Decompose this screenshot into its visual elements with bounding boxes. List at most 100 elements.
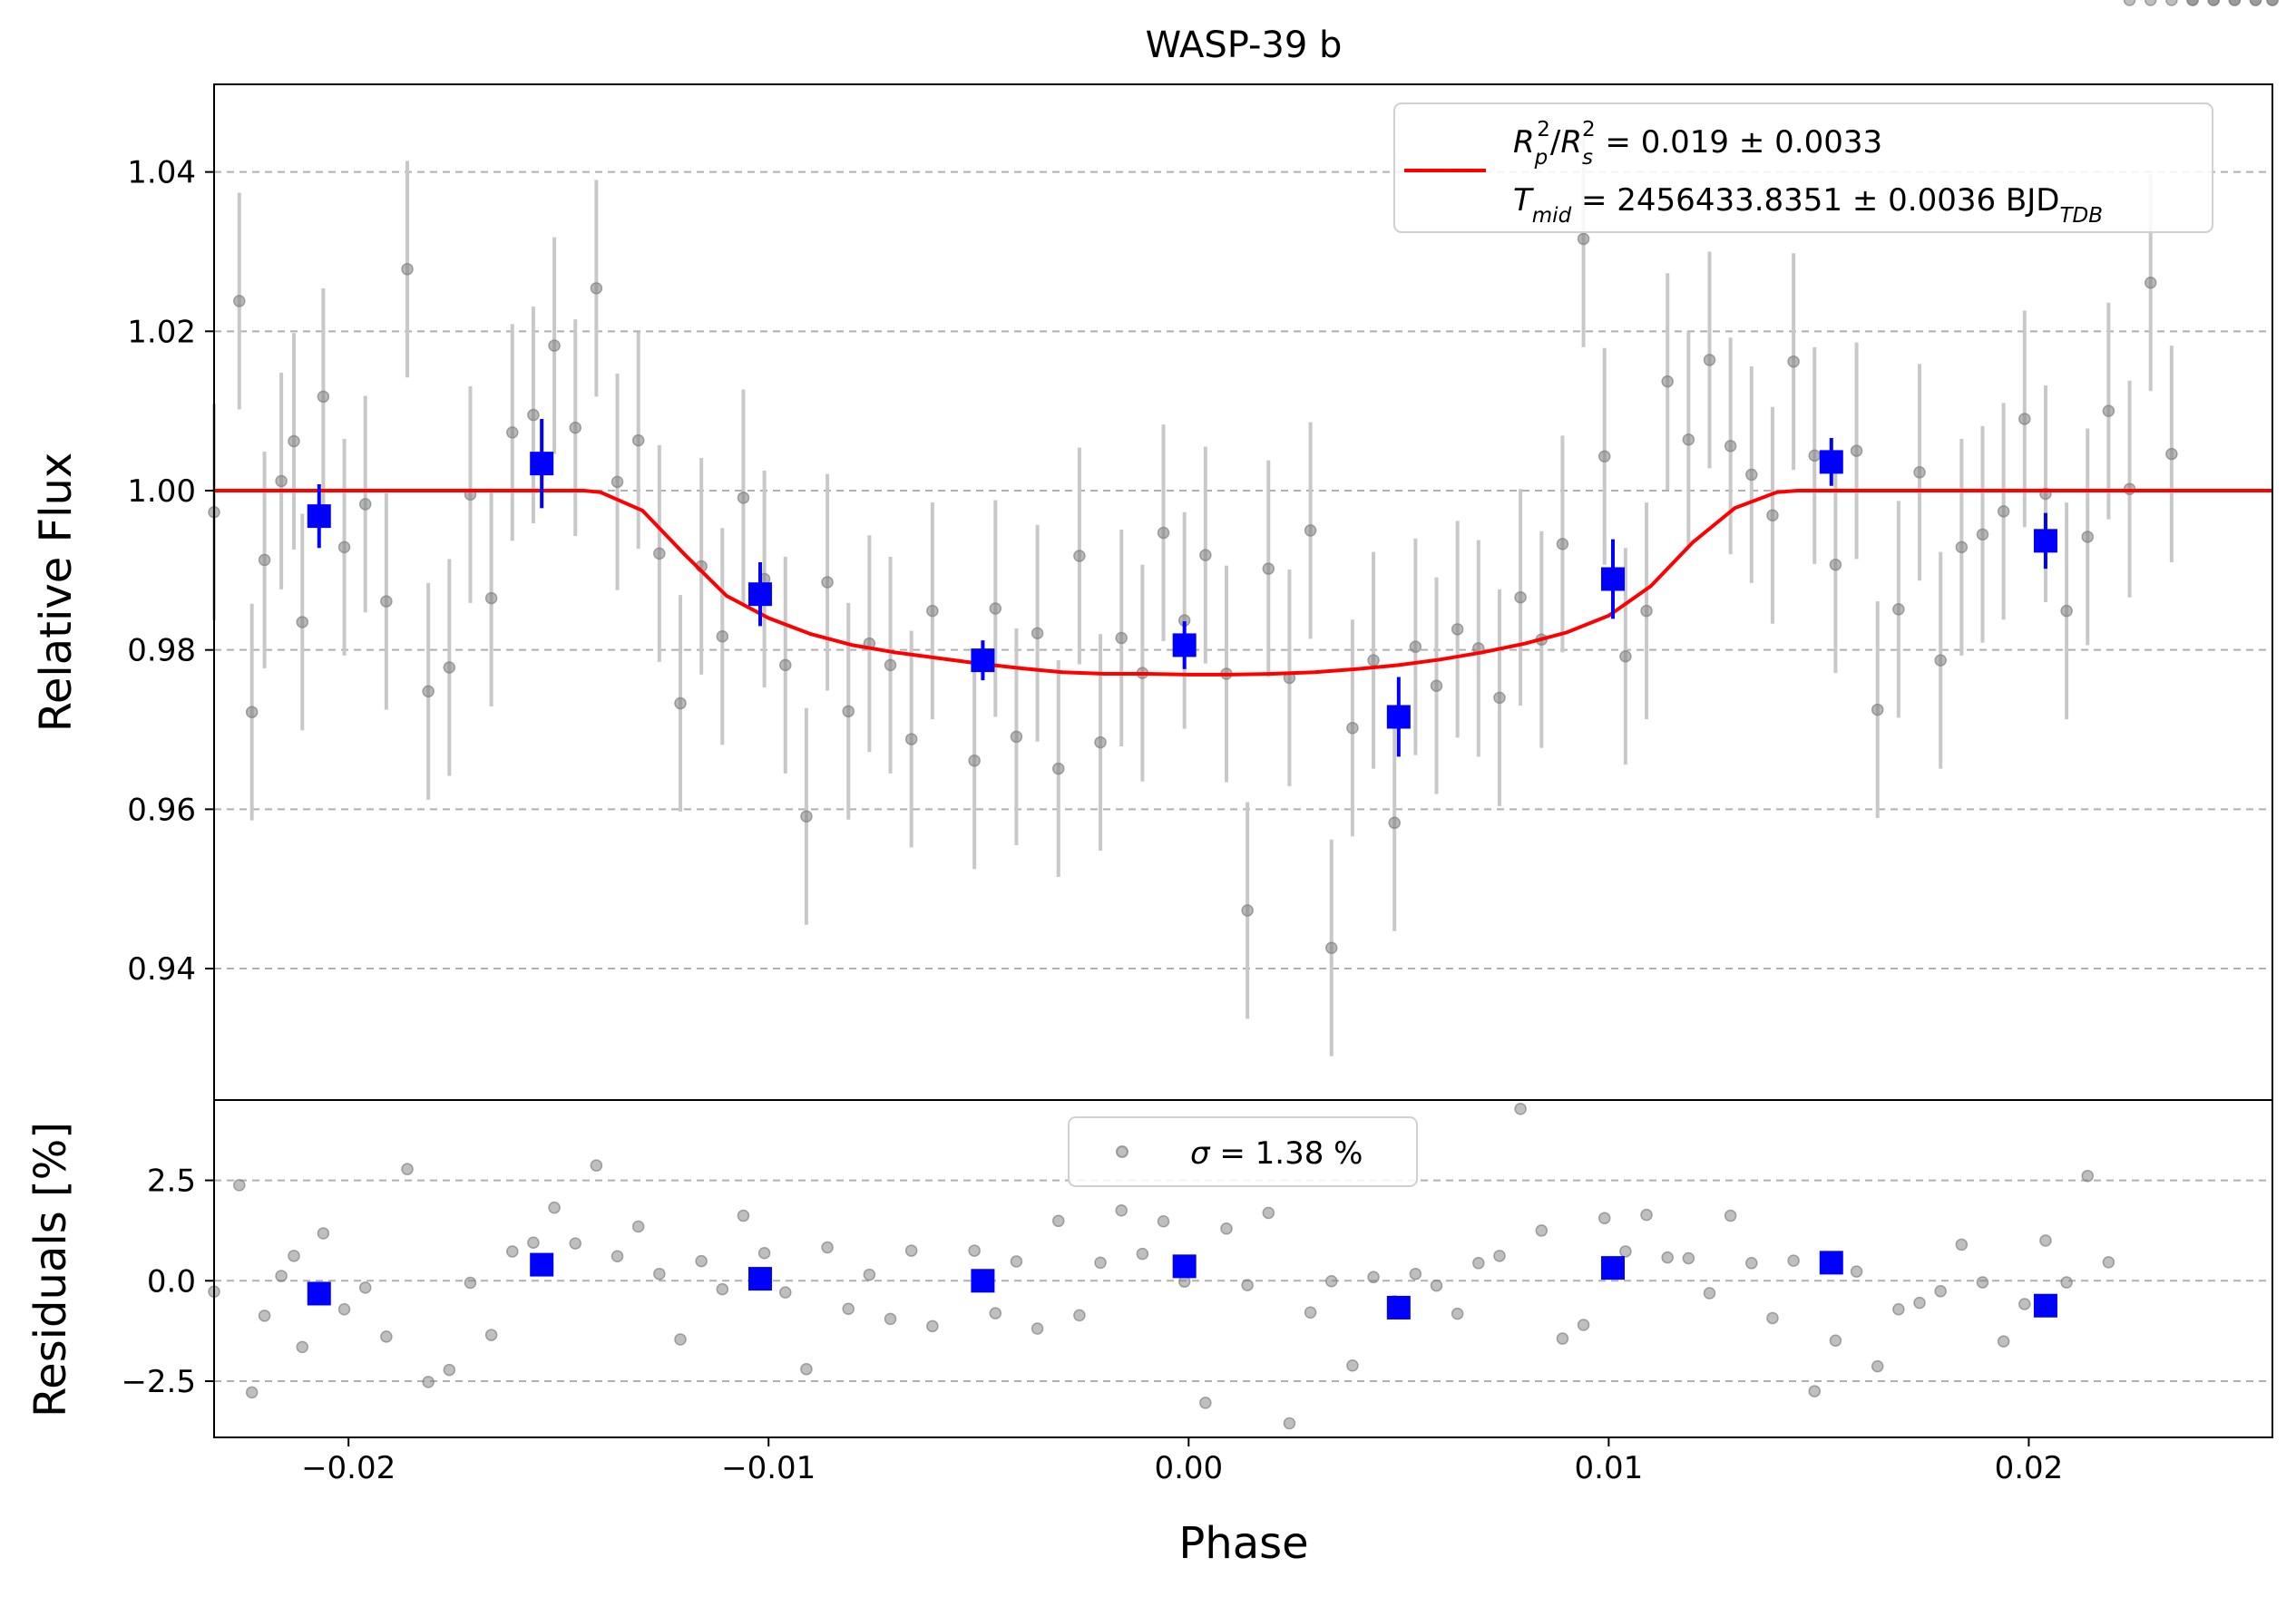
residuals-raw-point <box>2266 0 2279 6</box>
flux-raw-point <box>1997 505 2010 518</box>
flux-raw-point <box>401 263 414 276</box>
residuals-legend-label: σ = 1.38 % <box>1190 1135 1363 1172</box>
flux-raw-point <box>1367 654 1380 667</box>
residuals-raw-point <box>1199 1397 1212 1409</box>
residuals-raw-point <box>569 1237 581 1250</box>
x-ticks: −0.02 −0.01 0.00 0.01 0.02 <box>301 1437 2063 1486</box>
flux-raw-point <box>1724 440 1737 453</box>
residuals-raw-point <box>258 1310 271 1322</box>
residuals-raw-point <box>863 1268 876 1281</box>
x-tick-label: −0.01 <box>721 1450 816 1486</box>
flux-raw-point <box>2060 604 2073 618</box>
flux-raw-point <box>380 595 393 608</box>
flux-raw-point <box>590 282 603 295</box>
flux-raw-point <box>337 540 351 554</box>
residuals-raw-point <box>1472 1257 1485 1270</box>
flux-binned-point <box>530 452 554 476</box>
residuals-raw-point <box>1220 1222 1233 1235</box>
flux-raw-point <box>1913 466 1926 479</box>
residuals-raw-point <box>288 1250 300 1262</box>
residuals-raw-point <box>653 1268 666 1281</box>
flux-raw-point <box>1850 444 1863 457</box>
residuals-raw-point <box>1892 1302 1905 1316</box>
flux-raw-point <box>1682 433 1695 446</box>
residuals-raw-point <box>2228 0 2242 6</box>
flux-raw-point <box>443 661 456 674</box>
flux-y-tick-label: 0.96 <box>127 792 196 828</box>
residuals-raw-point <box>1871 1359 1884 1373</box>
residuals-raw-point <box>2018 1298 2031 1310</box>
flux-raw-point <box>548 339 561 352</box>
residuals-raw-point <box>590 1159 603 1172</box>
flux-raw-point <box>1577 232 1590 246</box>
residuals-raw-point <box>1493 1250 1506 1262</box>
flux-raw-point <box>1409 640 1422 653</box>
flux-binned-point <box>1172 633 1197 657</box>
residuals-raw-point <box>884 1312 897 1326</box>
residuals-raw-point <box>2123 0 2136 6</box>
flux-raw-point <box>1094 735 1107 749</box>
residuals-raw-point <box>1346 1358 1359 1372</box>
flux-raw-point <box>1346 722 1359 735</box>
residuals-raw-point <box>506 1245 519 1258</box>
residuals-raw-point <box>2060 1276 2073 1289</box>
flux-binned-point <box>971 648 995 673</box>
residuals-raw-point <box>1787 1254 1800 1267</box>
residuals-raw-point <box>1556 1332 1569 1345</box>
flux-raw-point <box>821 576 834 589</box>
residuals-binned-point <box>530 1252 554 1277</box>
residuals-raw-point <box>631 1220 645 1233</box>
flux-raw-point <box>1703 354 1716 366</box>
flux-binned-point <box>1600 567 1625 591</box>
residuals-raw-point <box>1703 1287 1716 1300</box>
residuals-raw-point <box>695 1254 708 1268</box>
flux-raw-point <box>1262 562 1275 575</box>
residuals-raw-point <box>989 1307 1002 1319</box>
residuals-raw-point <box>1745 1257 1758 1270</box>
residuals-binned-point <box>971 1269 995 1293</box>
flux-raw-point <box>1388 816 1401 830</box>
x-tick-label: 0.01 <box>1575 1450 1644 1486</box>
flux-raw-point <box>989 602 1002 615</box>
flux-binned-point <box>1819 450 1843 474</box>
residuals-raw-point <box>2186 0 2199 6</box>
residuals-y-tick-label: −2.5 <box>121 1364 196 1400</box>
residuals-raw-point <box>737 1209 750 1222</box>
residuals-raw-point <box>1619 1245 1632 1258</box>
residuals-raw-point <box>1577 1319 1590 1331</box>
flux-raw-point <box>800 810 813 823</box>
residuals-binned-point <box>2033 1293 2057 1318</box>
residuals-raw-point <box>1766 1311 1779 1325</box>
flux-raw-point <box>653 547 666 560</box>
flux-raw-point <box>1304 524 1317 537</box>
residuals-panel: −2.5 0.0 2.5 Residuals [%] σ = 1.38 % <box>25 0 2279 1438</box>
flux-raw-point <box>275 474 288 488</box>
residuals-raw-point <box>296 1340 308 1354</box>
residuals-raw-point <box>1829 1334 1842 1348</box>
residuals-raw-point <box>716 1282 729 1296</box>
flux-y-tick-label: 0.94 <box>127 951 196 988</box>
residuals-raw-point <box>1976 1276 1989 1289</box>
flux-raw-point <box>422 685 435 698</box>
flux-raw-point <box>1745 468 1758 482</box>
flux-binned-point <box>747 582 772 607</box>
residuals-raw-point <box>2165 0 2178 6</box>
flux-raw-point <box>2081 531 2095 543</box>
flux-binned-point <box>1386 705 1411 729</box>
flux-raw-point <box>926 604 939 618</box>
x-tick-label: 0.02 <box>1995 1450 2064 1486</box>
residuals-raw-point <box>1010 1255 1023 1268</box>
residuals-y-ticks: −2.5 0.0 2.5 <box>121 1164 214 1400</box>
residuals-raw-point <box>2207 0 2220 6</box>
flux-raw-point <box>904 733 918 745</box>
residuals-raw-point <box>1136 1247 1149 1261</box>
residuals-raw-point <box>1724 1209 1737 1222</box>
flux-raw-point <box>1157 526 1170 540</box>
residuals-raw-point <box>2039 1234 2052 1247</box>
flux-y-tick-label: 0.98 <box>127 633 196 669</box>
flux-raw-point <box>842 705 855 718</box>
flux-legend-entry-tmid: Tmid = 2456433.8351 ± 0.0036 BJDTDB <box>1513 182 2103 228</box>
residuals-raw-point <box>611 1250 624 1263</box>
residuals-binned-point <box>1386 1295 1411 1319</box>
flux-raw-point <box>1871 703 1884 716</box>
